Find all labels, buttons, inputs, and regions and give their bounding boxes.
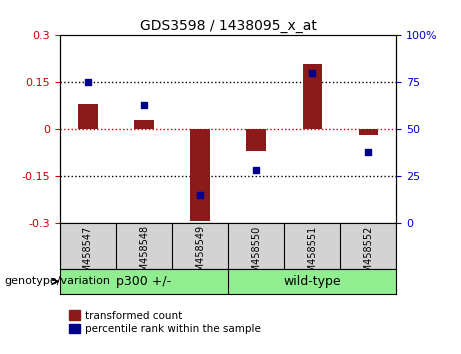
Point (140, 102, 148, 108)
Text: GSM458547: GSM458547 (83, 225, 93, 285)
Bar (134, 120, 154, 129)
Text: GSM458551: GSM458551 (307, 225, 317, 285)
Bar (359, 129, 378, 136)
Text: genotype/variation: genotype/variation (5, 276, 111, 286)
Text: GSM458548: GSM458548 (139, 225, 149, 285)
Text: p300 +/-: p300 +/- (117, 275, 171, 288)
Text: GSM458552: GSM458552 (363, 225, 373, 285)
Point (196, 192, 204, 198)
Bar (247, 129, 266, 151)
Legend: transformed count, percentile rank within the sample: transformed count, percentile rank withi… (65, 306, 265, 338)
Bar (78, 104, 98, 129)
Bar (190, 129, 210, 222)
Point (365, 149, 372, 155)
Text: wild-type: wild-type (284, 275, 341, 288)
Bar (302, 64, 322, 129)
Point (253, 168, 260, 173)
Text: GSM458549: GSM458549 (195, 225, 205, 285)
Title: GDS3598 / 1438095_x_at: GDS3598 / 1438095_x_at (140, 19, 317, 33)
Point (84, 80, 92, 85)
Point (309, 70, 316, 76)
Text: GSM458550: GSM458550 (251, 225, 261, 285)
